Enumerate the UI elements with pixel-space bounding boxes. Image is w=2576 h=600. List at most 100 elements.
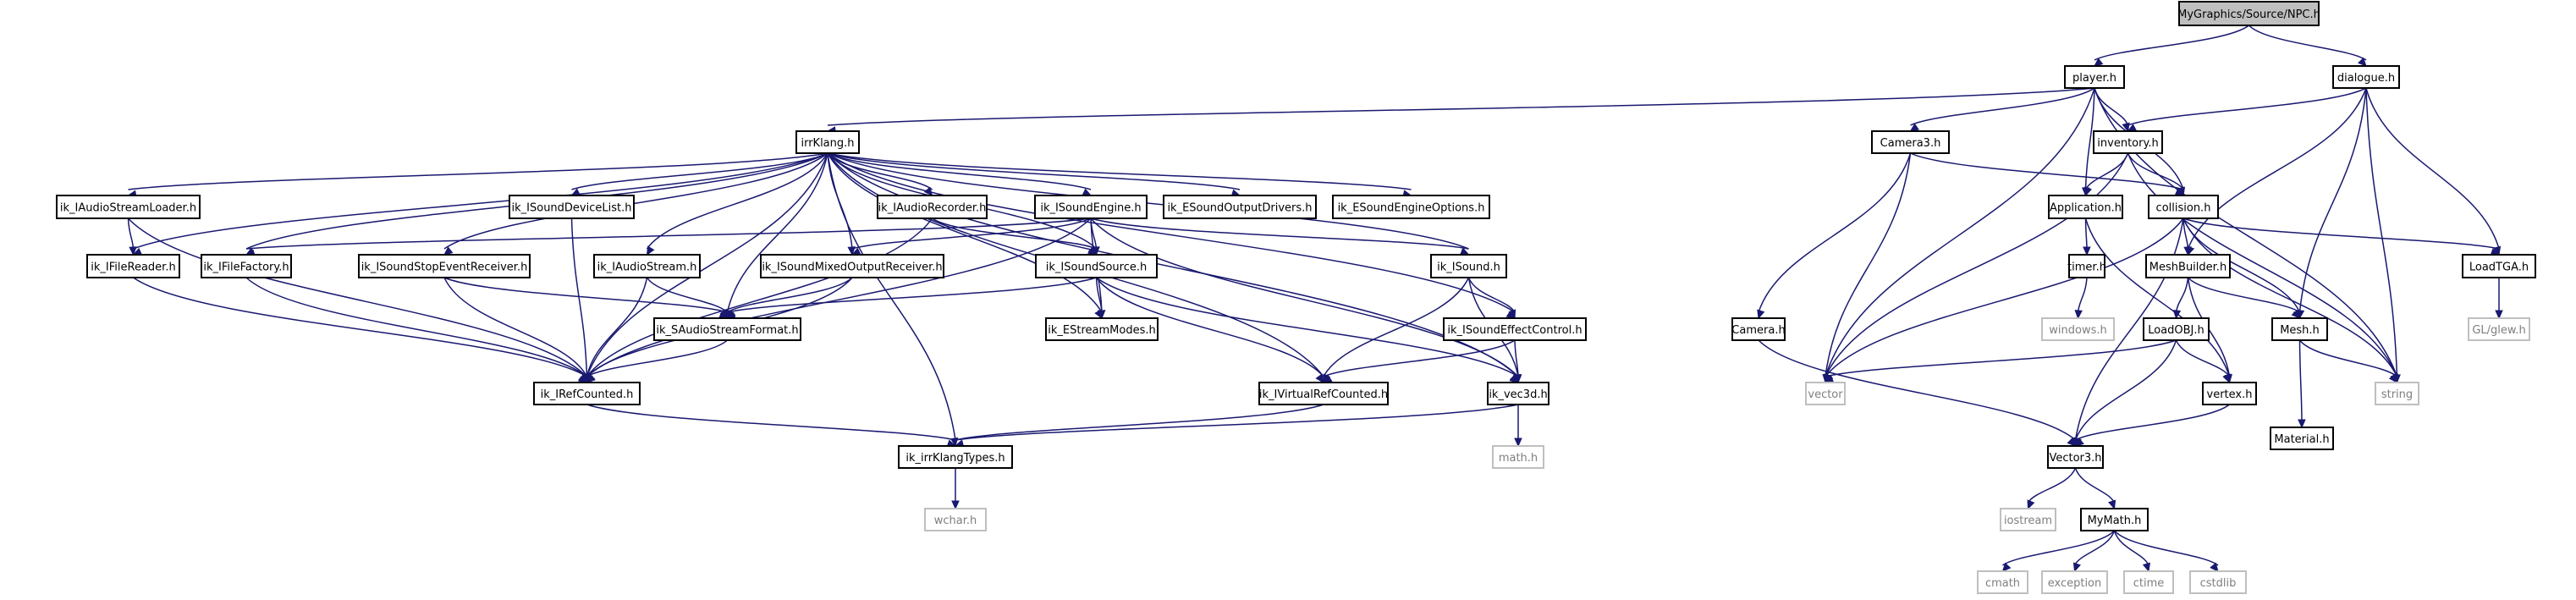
node-saudiostreamformat[interactable]: ik_SAudioStreamFormat.h (653, 317, 801, 341)
node-box (1731, 317, 1786, 341)
node-mymath[interactable]: MyMath.h (2080, 508, 2149, 531)
node-isound[interactable]: ik_ISound.h (1430, 254, 1507, 278)
node-dialogue[interactable]: dialogue.h (2332, 65, 2400, 89)
edge-arrowhead (2083, 186, 2093, 197)
node-timer[interactable]: timer.h (2067, 254, 2106, 278)
edge-arrowhead (1514, 438, 1522, 448)
node-glew[interactable]: GL/glew.h (2468, 317, 2530, 341)
dependency-edge (1090, 217, 1470, 256)
node-soundeffectcontrol[interactable]: ik_ISoundEffectControl.h (1443, 317, 1587, 341)
node-meshbuilder[interactable]: MeshBuilder.h (2145, 254, 2231, 278)
node-label: Material.h (2274, 433, 2329, 446)
node-audiostreamloader[interactable]: ik_IAudioStreamLoader.h (56, 195, 201, 219)
node-label: exception (2048, 577, 2102, 590)
node-ctime[interactable]: ctime (2123, 570, 2174, 594)
node-player[interactable]: player.h (2064, 65, 2125, 89)
node-esoundengineoptions[interactable]: ik_ESoundEngineOptions.h (1332, 195, 1490, 219)
node-filereader[interactable]: ik_IFileReader.h (86, 254, 180, 278)
node-box (2148, 195, 2219, 219)
node-string[interactable]: string (2375, 382, 2419, 405)
node-exception[interactable]: exception (2041, 570, 2108, 594)
node-collision[interactable]: collision.h (2148, 195, 2219, 219)
node-ivirtualrefcounted[interactable]: ik_IVirtualRefCounted.h (1258, 382, 1389, 405)
edge-line (827, 152, 1103, 313)
edge-line (1095, 277, 1103, 313)
node-windows[interactable]: windows.h (2041, 317, 2115, 341)
edge-line (2127, 87, 2367, 126)
node-box (2068, 254, 2105, 278)
node-label: vector (1808, 388, 1843, 401)
node-irrklangtypes[interactable]: ik_irrKlangTypes.h (898, 445, 1013, 469)
node-label: math.h (1499, 452, 1538, 465)
node-label: ik_IAudioStream.h (597, 261, 697, 274)
node-label: ik_ESoundEngineOptions.h (1338, 202, 1485, 215)
node-mesh[interactable]: Mesh.h (2271, 317, 2328, 341)
node-label: irrKlang.h (801, 137, 854, 150)
node-camera[interactable]: Camera.h (1731, 317, 1786, 341)
node-box (2145, 254, 2231, 278)
node-cmath[interactable]: cmath (1977, 570, 2028, 594)
node-irefcounted[interactable]: ik_IRefCounted.h (533, 382, 641, 405)
node-vertex[interactable]: vertex.h (2202, 382, 2257, 405)
node-material[interactable]: Material.h (2270, 427, 2334, 450)
edge-line (586, 217, 933, 377)
dependency-edge (2127, 152, 2184, 197)
node-vector[interactable]: vector (1805, 382, 1846, 405)
edge-line (1825, 87, 2095, 377)
node-esoundoutputdrivers[interactable]: ik_ESoundOutputDrivers.h (1163, 195, 1317, 219)
edge-line (2113, 530, 2219, 566)
edge-line (1467, 277, 1516, 313)
node-vec3d[interactable]: ik_vec3d.h (1487, 382, 1549, 405)
node-loadobj[interactable]: LoadOBJ.h (2143, 317, 2210, 341)
edge-arrowhead (646, 245, 655, 256)
node-label: ik_ISound.h (1437, 261, 1500, 274)
dependency-edge (724, 152, 828, 320)
node-wchar[interactable]: wchar.h (924, 508, 987, 531)
edge-line (1323, 339, 1516, 377)
node-filefactory[interactable]: ik_IFileFactory.h (201, 254, 292, 278)
dependency-edge (2182, 217, 2192, 256)
node-box (2123, 570, 2174, 594)
edge-line (726, 152, 828, 313)
node-soundstopeventreceiver[interactable]: ik_ISoundStopEventReceiver.h (358, 254, 531, 278)
node-sounddevicelist[interactable]: ik_ISoundDeviceList.h (509, 195, 635, 219)
node-application[interactable]: Application.h (2048, 195, 2123, 219)
edge-arrowhead (2108, 499, 2116, 510)
node-soundengine[interactable]: ik_ISoundEngine.h (1034, 195, 1148, 219)
node-box (1492, 445, 1544, 469)
node-irrklang[interactable]: irrKlang.h (795, 130, 860, 154)
node-vector3[interactable]: Vector3.h (2047, 445, 2104, 469)
node-box (2041, 317, 2115, 341)
node-mathh[interactable]: math.h (1492, 445, 1544, 469)
node-estreammodes[interactable]: ik_EStreamModes.h (1045, 317, 1159, 341)
node-label: LoadOBJ.h (2148, 324, 2204, 337)
node-soundmixedoutputreceiver[interactable]: ik_ISoundMixedOutputReceiver.h (760, 254, 944, 278)
edge-arrowhead (2001, 562, 2012, 572)
edge-line (586, 217, 1092, 377)
node-label: cmath (1985, 577, 2020, 590)
edge-arrowhead (1097, 310, 1106, 320)
node-box (2000, 508, 2056, 531)
node-iostream[interactable]: iostream (2000, 508, 2056, 531)
node-label: Camera.h (1731, 324, 1785, 337)
node-audiorecorder[interactable]: ik_IAudioRecorder.h (877, 195, 988, 219)
node-loadtga[interactable]: LoadTGA.h (2462, 254, 2536, 278)
node-box (86, 254, 180, 278)
node-audiostream[interactable]: ik_IAudioStream.h (593, 254, 701, 278)
edge-line (851, 217, 1092, 250)
node-inventory[interactable]: inventory.h (2093, 130, 2163, 154)
node-label: windows.h (2049, 324, 2106, 337)
edge-line (443, 152, 828, 250)
node-label: ik_IRefCounted.h (541, 388, 634, 401)
dependency-edge (2495, 278, 2503, 320)
dependency-edge (133, 277, 588, 383)
dependency-edge (1467, 277, 1516, 320)
dependency-edge (2094, 25, 2249, 67)
node-camera3[interactable]: Camera3.h (1871, 130, 1950, 154)
node-npc[interactable]: MyGraphics/Source/NPC.h (2177, 1, 2320, 26)
edge-line (1090, 217, 1519, 377)
dependency-edge (1514, 405, 1522, 448)
node-cstdlib[interactable]: cstdlib (2189, 570, 2247, 594)
edge-line (245, 277, 587, 377)
node-soundsource[interactable]: ik_ISoundSource.h (1035, 254, 1158, 278)
